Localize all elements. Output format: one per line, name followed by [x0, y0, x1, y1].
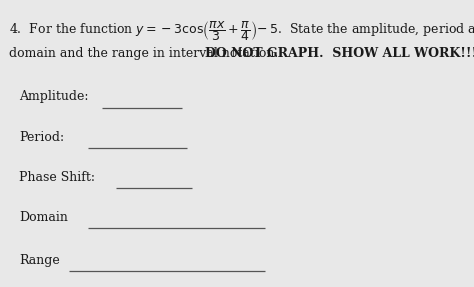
Text: 4.  For the function $y=-3\cos\!\left(\dfrac{\pi x}{3}+\dfrac{\pi}{4}\right)\!-5: 4. For the function $y=-3\cos\!\left(\df…	[9, 19, 474, 42]
Text: Phase Shift:: Phase Shift:	[19, 171, 95, 184]
Text: Range: Range	[19, 254, 60, 267]
Text: Period:: Period:	[19, 131, 64, 144]
Text: Amplitude:: Amplitude:	[19, 90, 89, 103]
Text: Domain: Domain	[19, 211, 68, 224]
Text: domain and the range in interval notation.: domain and the range in interval notatio…	[9, 47, 286, 60]
Text: DO NOT GRAPH.  SHOW ALL WORK!!!: DO NOT GRAPH. SHOW ALL WORK!!!	[205, 47, 474, 60]
